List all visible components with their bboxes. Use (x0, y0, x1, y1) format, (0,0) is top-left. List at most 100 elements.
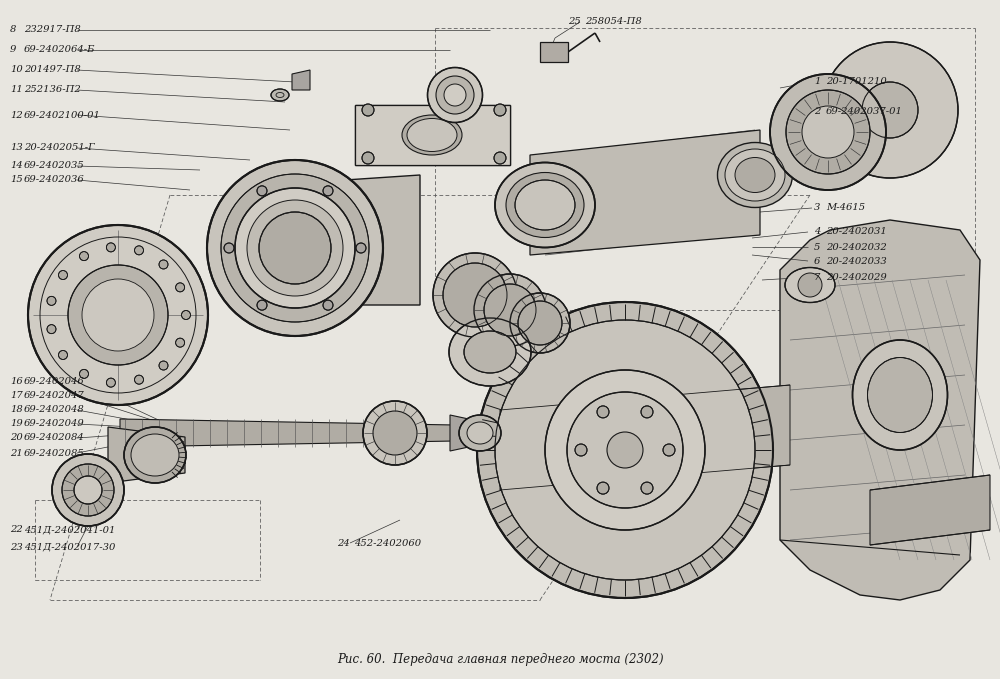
Ellipse shape (506, 172, 584, 238)
Text: 69-2402046: 69-2402046 (24, 378, 85, 386)
Text: 19: 19 (10, 420, 23, 428)
Text: 69-2402047: 69-2402047 (24, 392, 85, 401)
Text: 8: 8 (10, 26, 16, 35)
Ellipse shape (718, 143, 792, 208)
Text: 18: 18 (10, 405, 23, 414)
Circle shape (323, 186, 333, 196)
Text: 69-2402037-01: 69-2402037-01 (826, 107, 903, 117)
Text: 69-2402084: 69-2402084 (24, 433, 85, 443)
Polygon shape (450, 415, 478, 451)
Text: 7: 7 (814, 272, 820, 282)
Text: 69-2402036: 69-2402036 (24, 175, 85, 185)
Circle shape (663, 444, 675, 456)
Circle shape (207, 160, 383, 336)
Ellipse shape (725, 149, 785, 201)
Text: 2: 2 (814, 107, 820, 117)
Circle shape (363, 401, 427, 465)
Circle shape (362, 104, 374, 116)
Text: 5: 5 (814, 242, 820, 251)
Circle shape (47, 296, 56, 306)
Circle shape (80, 369, 89, 378)
Circle shape (607, 432, 643, 468)
Circle shape (235, 188, 355, 308)
Circle shape (802, 106, 854, 158)
Text: 16: 16 (10, 378, 23, 386)
Text: 69-2402100-01: 69-2402100-01 (24, 111, 101, 120)
Circle shape (484, 284, 536, 336)
Text: 4: 4 (814, 227, 820, 236)
Circle shape (786, 90, 870, 174)
Text: 17: 17 (10, 392, 23, 401)
Text: 20-1701210: 20-1701210 (826, 77, 887, 86)
Ellipse shape (271, 89, 289, 101)
Circle shape (135, 246, 144, 255)
Ellipse shape (459, 415, 501, 451)
Text: 21: 21 (10, 449, 23, 458)
Text: 69-2402035: 69-2402035 (24, 162, 85, 170)
Circle shape (259, 212, 331, 284)
Polygon shape (292, 70, 310, 90)
Text: 451Д-2402041-01: 451Д-2402041-01 (24, 526, 115, 534)
Circle shape (494, 152, 506, 164)
Circle shape (28, 225, 208, 405)
Circle shape (58, 270, 67, 280)
Circle shape (159, 260, 168, 269)
Text: 11: 11 (10, 86, 23, 94)
Ellipse shape (449, 318, 531, 386)
Circle shape (182, 310, 190, 320)
Polygon shape (870, 475, 990, 545)
Circle shape (47, 325, 56, 333)
Text: 451Д-2402017-30: 451Д-2402017-30 (24, 543, 115, 551)
Ellipse shape (852, 340, 948, 450)
Text: 20-2402031: 20-2402031 (826, 227, 887, 236)
Text: 3: 3 (814, 204, 820, 213)
Text: 69-2402049: 69-2402049 (24, 420, 85, 428)
Circle shape (176, 283, 185, 292)
Circle shape (135, 375, 144, 384)
Circle shape (257, 186, 267, 196)
Circle shape (257, 300, 267, 310)
Circle shape (362, 152, 374, 164)
Circle shape (474, 274, 546, 346)
Text: 69-2402048: 69-2402048 (24, 405, 85, 414)
Text: 201497-П8: 201497-П8 (24, 65, 81, 75)
Text: 20-2402029: 20-2402029 (826, 272, 887, 282)
Polygon shape (270, 175, 420, 305)
Circle shape (74, 476, 102, 504)
Circle shape (247, 200, 343, 296)
Circle shape (58, 350, 67, 359)
Circle shape (567, 392, 683, 508)
Circle shape (494, 104, 506, 116)
Circle shape (770, 74, 886, 190)
Ellipse shape (428, 67, 482, 122)
Text: 25: 25 (568, 18, 581, 26)
Ellipse shape (495, 162, 595, 248)
Text: 15: 15 (10, 175, 23, 185)
Ellipse shape (436, 76, 474, 114)
Ellipse shape (785, 268, 835, 303)
Text: 232917-П8: 232917-П8 (24, 26, 81, 35)
Text: 1: 1 (814, 77, 820, 86)
Circle shape (495, 320, 755, 580)
Circle shape (862, 82, 918, 138)
Circle shape (52, 454, 124, 526)
Circle shape (106, 378, 115, 387)
Circle shape (597, 406, 609, 418)
Polygon shape (500, 385, 790, 490)
Polygon shape (108, 427, 185, 483)
Polygon shape (355, 105, 510, 165)
Text: 20: 20 (10, 433, 23, 443)
Ellipse shape (464, 331, 516, 373)
Text: 20-2402032: 20-2402032 (826, 242, 887, 251)
Circle shape (822, 42, 958, 178)
Text: 258054-П8: 258054-П8 (585, 18, 642, 26)
Text: 23: 23 (10, 543, 23, 551)
Circle shape (641, 406, 653, 418)
Circle shape (159, 361, 168, 370)
Circle shape (545, 370, 705, 530)
Text: 10: 10 (10, 65, 23, 75)
Circle shape (68, 265, 168, 365)
Text: 252136-П2: 252136-П2 (24, 86, 81, 94)
Ellipse shape (735, 158, 775, 193)
Ellipse shape (124, 427, 186, 483)
